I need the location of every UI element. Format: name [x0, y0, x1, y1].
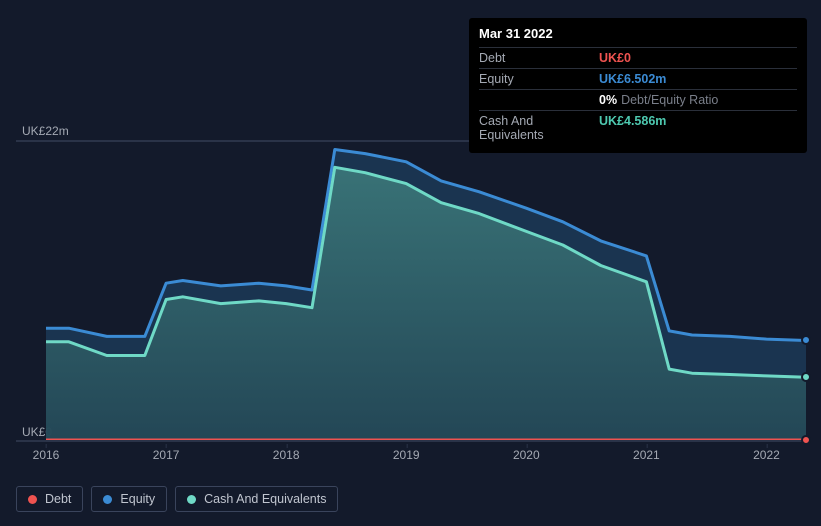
x-tick: 2022 [753, 448, 780, 462]
x-tick: 2018 [273, 448, 300, 462]
tooltip-label: Debt [479, 51, 599, 65]
legend-label: Debt [45, 492, 71, 506]
legend-label: Equity [120, 492, 155, 506]
legend-item[interactable]: Cash And Equivalents [175, 486, 338, 512]
legend: Debt Equity Cash And Equivalents [16, 486, 338, 512]
x-tick: 2021 [633, 448, 660, 462]
tooltip-row-cash: Cash And Equivalents UK£4.586m [479, 110, 797, 145]
legend-swatch [28, 495, 37, 504]
tooltip-label: Equity [479, 72, 599, 86]
legend-item[interactable]: Debt [16, 486, 83, 512]
y-axis-label-max: UK£22m [22, 124, 69, 138]
tooltip-row-equity: Equity UK£6.502m [479, 68, 797, 89]
plot-area[interactable] [46, 140, 806, 440]
x-axis-ticks: 2016201720182019202020212022 [46, 442, 806, 462]
tooltip-ratio-label: Debt/Equity Ratio [621, 93, 718, 107]
series-end-marker [801, 372, 811, 382]
legend-swatch [187, 495, 196, 504]
legend-swatch [103, 495, 112, 504]
x-tick: 2020 [513, 448, 540, 462]
x-tick: 2017 [153, 448, 180, 462]
tooltip-ratio-value: 0% [599, 93, 617, 107]
chart-container: Mar 31 2022 Debt UK£0 Equity UK£6.502m 0… [0, 0, 821, 526]
legend-label: Cash And Equivalents [204, 492, 326, 506]
tooltip-value: UK£4.586m [599, 114, 666, 142]
tooltip-row-debt: Debt UK£0 [479, 47, 797, 68]
tooltip-label: Cash And Equivalents [479, 114, 599, 142]
tooltip-row-ratio: 0% Debt/Equity Ratio [479, 89, 797, 110]
tooltip-date: Mar 31 2022 [479, 26, 797, 47]
x-tick: 2019 [393, 448, 420, 462]
series-end-marker [801, 335, 811, 345]
x-tick: 2016 [33, 448, 60, 462]
tooltip-box: Mar 31 2022 Debt UK£0 Equity UK£6.502m 0… [469, 18, 807, 153]
tooltip-value: UK£0 [599, 51, 631, 65]
tooltip-value: UK£6.502m [599, 72, 666, 86]
legend-item[interactable]: Equity [91, 486, 167, 512]
